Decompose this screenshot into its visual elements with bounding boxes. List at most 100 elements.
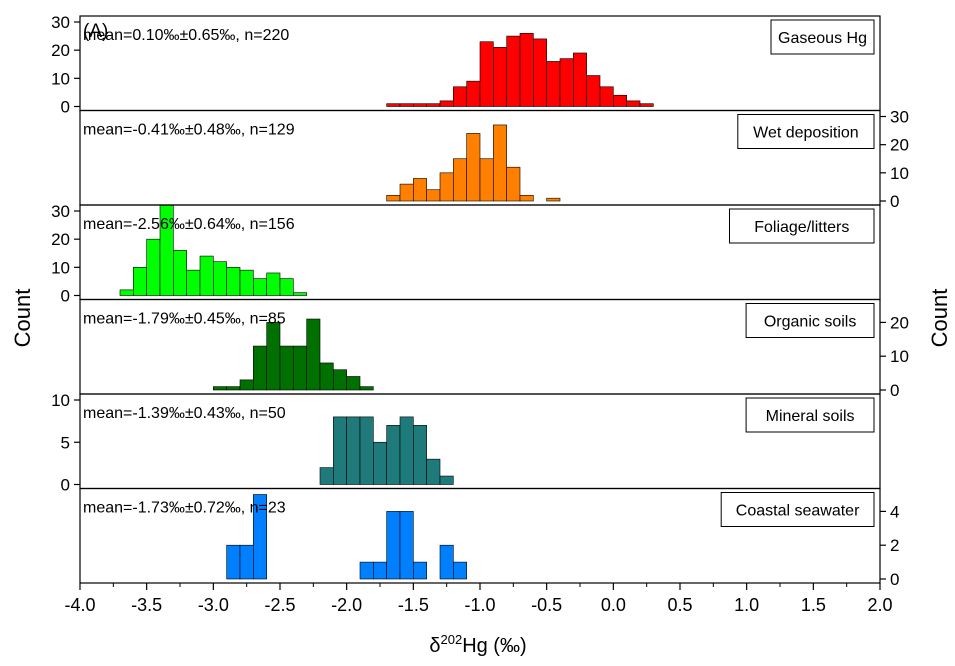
legend-label: Coastal seawater <box>736 503 860 520</box>
legend-box <box>745 397 875 433</box>
histogram-bar <box>439 475 454 485</box>
histogram-bar <box>266 322 281 391</box>
histogram-bar <box>519 195 534 202</box>
histogram-bar <box>479 158 494 202</box>
histogram-bar <box>199 255 214 296</box>
y-tick-label: 0 <box>61 287 70 306</box>
histogram-bar <box>559 58 574 107</box>
y-tick-label: 20 <box>51 41 70 60</box>
histogram-bar <box>599 86 614 107</box>
histogram-bar <box>239 269 254 296</box>
histogram-bar <box>586 75 601 107</box>
y-tick-label: 0 <box>61 476 70 495</box>
y-tick-label: 2 <box>890 536 899 555</box>
histogram-bar <box>439 100 454 107</box>
x-tick-label: -2.0 <box>331 595 362 615</box>
legend-box <box>745 303 875 338</box>
x-tick-label: -1.0 <box>464 595 495 615</box>
panel-coastal-seawater: 0 2 4 mean=-1.73‰±0.72‰, n=23 Coastal seawat… <box>79 487 899 589</box>
y-axis-label-left: Count <box>10 289 35 348</box>
panel-stats: mean=-1.79‰±0.45‰, n=85 <box>83 311 286 328</box>
panel-organic-soils: 0 10 20 mean=-1.79‰±0.45‰, n=85 Organic soil… <box>79 298 909 400</box>
histogram-bar <box>453 158 467 202</box>
histogram-bar <box>226 267 241 296</box>
y-tick-label: 10 <box>51 69 70 88</box>
panel-stats: mean=-1.73‰±0.72‰, n=23 <box>83 500 286 517</box>
legend-box <box>729 208 875 244</box>
histogram-bar <box>533 38 547 107</box>
histogram-bar <box>226 386 241 391</box>
histogram-bar <box>426 458 441 485</box>
histogram-bar <box>293 345 307 391</box>
y-tick-label: 20 <box>890 313 909 332</box>
histogram-bar <box>439 172 454 202</box>
histogram-bar <box>466 133 481 202</box>
x-tick-label: -3.5 <box>131 595 162 615</box>
histogram-bar <box>373 441 387 485</box>
histogram-bar <box>213 261 227 296</box>
legend-label: Organic soils <box>764 314 856 331</box>
y-tick-label: 10 <box>890 347 909 366</box>
histogram-bar <box>426 189 441 202</box>
y-axis-label-right: Count <box>927 289 952 348</box>
histogram-bar <box>426 103 441 107</box>
x-axis-label-prefix: δ <box>429 635 440 657</box>
histogram-bar <box>386 511 401 580</box>
panel-stats: mean=-2.56‰±0.64‰, n=156 <box>83 216 295 233</box>
panel-foliage-litters: 0 10 20 30 mean=-2.56‰±0.64‰, n=156 Foliage/l… <box>51 202 881 306</box>
histogram-bar <box>546 197 561 202</box>
histogram-bar <box>386 103 401 107</box>
histogram-bar <box>239 544 254 580</box>
x-tick-label: 0.0 <box>601 595 626 615</box>
histogram-bar <box>253 494 267 580</box>
histogram-bar <box>466 80 481 107</box>
histogram-bar <box>333 416 347 485</box>
x-axis-label-suffix: Hg (‰) <box>462 635 526 657</box>
histogram-bar <box>359 561 374 580</box>
histogram-bar <box>119 289 134 296</box>
histogram-bar <box>319 362 334 391</box>
histogram-bar <box>506 35 521 107</box>
y-tick-label: 0 <box>890 570 899 589</box>
legend-box <box>770 19 875 55</box>
histogram-bar <box>266 272 281 296</box>
y-tick-label: 4 <box>890 502 899 521</box>
y-tick-label: 30 <box>51 13 70 32</box>
histogram-bar <box>519 32 534 107</box>
y-tick-label: 0 <box>61 98 70 117</box>
legend-label: Gaseous Hg <box>778 30 867 47</box>
histogram-bar <box>239 379 254 391</box>
x-tick-label: -2.5 <box>264 595 295 615</box>
x-tick-label: 1.5 <box>801 595 826 615</box>
panel-stats: mean=-1.39‰±0.43‰, n=50 <box>83 405 286 422</box>
histogram-bar <box>453 561 467 580</box>
y-tick-label: 5 <box>61 433 70 452</box>
histogram-bar <box>279 278 294 296</box>
panel-wet-deposition: 0 10 20 30 mean=-0.41‰±0.48‰, n=129 Wet depos… <box>79 108 909 211</box>
histogram-bar <box>213 386 227 391</box>
histogram-bar <box>186 269 201 296</box>
x-tick-label: 2.0 <box>867 595 892 615</box>
histogram-bar <box>506 166 521 202</box>
x-tick-label: -1.5 <box>398 595 429 615</box>
y-tick-label: 10 <box>51 391 70 410</box>
histogram-bar <box>386 425 401 485</box>
x-tick-label: -0.5 <box>531 595 562 615</box>
histogram-bar <box>146 238 161 296</box>
histogram-bar <box>359 416 374 485</box>
y-tick-label: 30 <box>51 202 70 221</box>
histogram-bar <box>413 425 427 485</box>
histogram-bar <box>573 52 587 107</box>
histogram-bar <box>373 561 387 580</box>
x-axis-label-sup: 202 <box>440 632 462 647</box>
panel-stats: mean=-0.41‰±0.48‰, n=129 <box>83 122 295 139</box>
histogram-bar <box>493 47 507 107</box>
y-tick-label: 20 <box>51 230 70 249</box>
histogram-bar <box>479 41 494 107</box>
legend-label: Mineral soils <box>766 408 855 425</box>
x-axis-label: δ202Hg (‰) <box>429 632 526 657</box>
histogram-bar <box>253 278 267 296</box>
panel-stats: mean=0.10‰±0.65‰, n=220 <box>83 27 289 44</box>
